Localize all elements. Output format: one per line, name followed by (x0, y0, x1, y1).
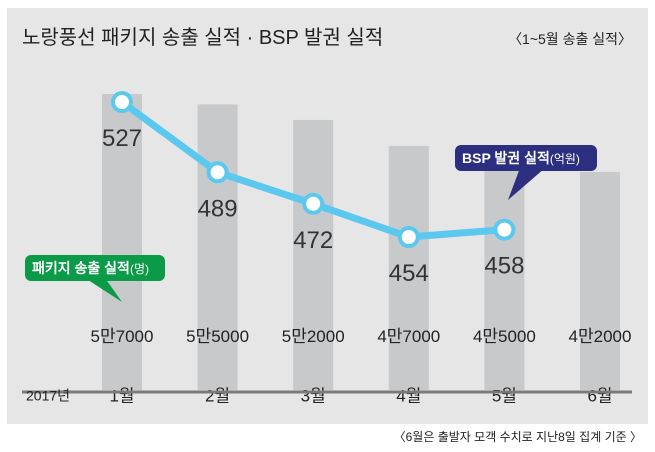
line-value-label: 489 (198, 195, 238, 222)
x-tick-label: 6월 (587, 386, 612, 405)
bar-value-label: 5만2000 (282, 327, 345, 346)
line-value-label: 527 (102, 125, 142, 152)
x-tick-label: 4월 (396, 386, 421, 405)
x-tick-label: 5월 (492, 386, 517, 405)
bar-legend-callout: 패키지 송출 실적(명) (25, 255, 165, 302)
bar-value-label: 4만2000 (569, 327, 632, 346)
bar (293, 119, 334, 391)
line-series-name: BSP 발권 실적 (462, 150, 550, 166)
line-point (302, 192, 325, 215)
x-tick-label: 1월 (109, 386, 134, 405)
svg-text:BSP 발권 실적(억원): BSP 발권 실적(억원) (462, 150, 580, 166)
x-tick-label: 2월 (205, 386, 230, 405)
line-point (206, 161, 229, 184)
chart-title: 노랑풍선 패키지 송출 실적 · BSP 발권 실적 (22, 26, 383, 49)
line-value-label: 472 (293, 227, 333, 254)
bar (388, 145, 429, 390)
svg-text:패키지 송출 실적(명): 패키지 송출 실적(명) (32, 260, 149, 276)
line-value-label: 454 (389, 260, 429, 287)
line-legend-callout: BSP 발권 실적(억원) (455, 145, 597, 200)
year-label: 2017년 (26, 388, 70, 404)
bar-value-label: 4만7000 (377, 327, 440, 346)
bar-series-name: 패키지 송출 실적 (32, 260, 130, 276)
bar (197, 104, 238, 391)
bar (102, 94, 142, 390)
line-series-unit: (억원) (550, 152, 580, 166)
bar-value-label: 5만5000 (186, 327, 249, 346)
line-value-label: 458 (484, 253, 524, 280)
x-tick-label: 3월 (301, 386, 326, 405)
footnote: 〈6월은 출발자 모객 수치로 지난8일 집계 기준 〉 (394, 430, 642, 444)
line-point (111, 91, 133, 113)
bar (484, 156, 525, 390)
chart-subtitle: 〈1~5월 송출 실적〉 (508, 31, 632, 47)
bar-series-unit: (명) (130, 262, 149, 276)
line-point (493, 218, 516, 241)
bar-value-label: 4만5000 (473, 327, 536, 346)
line-point (397, 226, 420, 249)
bar-value-label: 5만7000 (91, 327, 154, 346)
bar (580, 171, 620, 390)
